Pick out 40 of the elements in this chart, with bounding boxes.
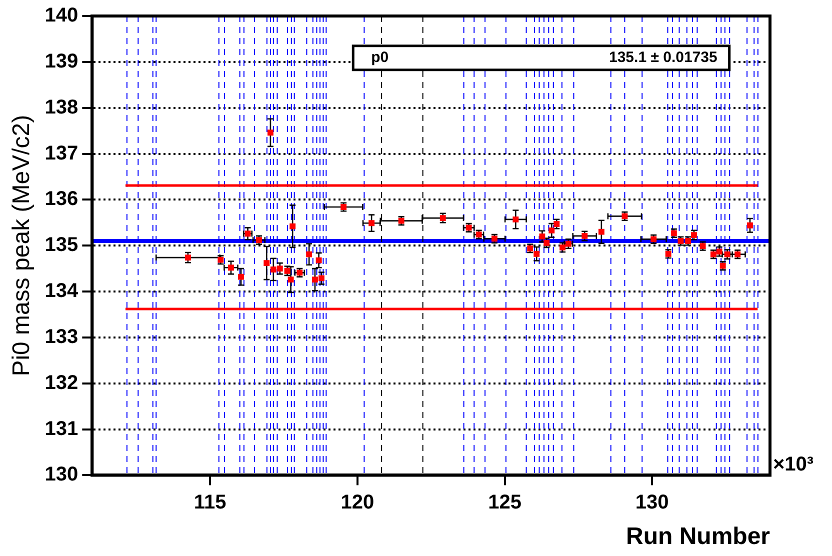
y-tick-label: 130 xyxy=(44,464,78,486)
y-tick-label: 134 xyxy=(44,280,80,302)
point xyxy=(534,250,540,257)
point xyxy=(288,276,294,283)
y-tick-label: 140 xyxy=(44,4,78,27)
x-tick-label: 125 xyxy=(488,492,522,514)
point xyxy=(238,274,244,280)
y-tick-label: 131 xyxy=(44,418,78,440)
point xyxy=(312,276,318,283)
point xyxy=(290,223,296,230)
x-tick-label: 120 xyxy=(340,492,374,514)
annotation: p0 xyxy=(371,48,389,66)
point xyxy=(270,266,276,272)
annotation: 135.1 ± 0.01735 xyxy=(609,48,718,66)
text: ×10³ xyxy=(773,454,814,476)
point xyxy=(184,254,191,261)
y-tick-label: 137 xyxy=(44,142,78,164)
y-tick-label: 138 xyxy=(44,96,78,118)
y-tick-label: 139 xyxy=(44,50,78,72)
point xyxy=(539,233,546,240)
point xyxy=(267,130,274,136)
point xyxy=(264,260,270,266)
x-tick-label: 115 xyxy=(194,492,226,514)
y-tick-label: 132 xyxy=(44,372,78,394)
point xyxy=(548,227,555,234)
point xyxy=(512,216,519,222)
x-axis-title: Run Number xyxy=(626,523,770,550)
x-tick-label: 130 xyxy=(635,492,669,514)
y-tick-label: 135 xyxy=(44,234,78,256)
y-tick-label: 133 xyxy=(44,326,78,348)
y-tick-label: 136 xyxy=(44,188,78,210)
y-axis-title: Pi0 mass peak (MeV/c2) xyxy=(8,114,36,376)
point xyxy=(318,275,324,282)
point xyxy=(306,251,312,258)
point xyxy=(746,222,753,228)
point xyxy=(316,257,322,264)
point xyxy=(228,264,234,271)
point xyxy=(598,228,604,235)
point xyxy=(276,266,283,272)
point xyxy=(368,220,375,226)
